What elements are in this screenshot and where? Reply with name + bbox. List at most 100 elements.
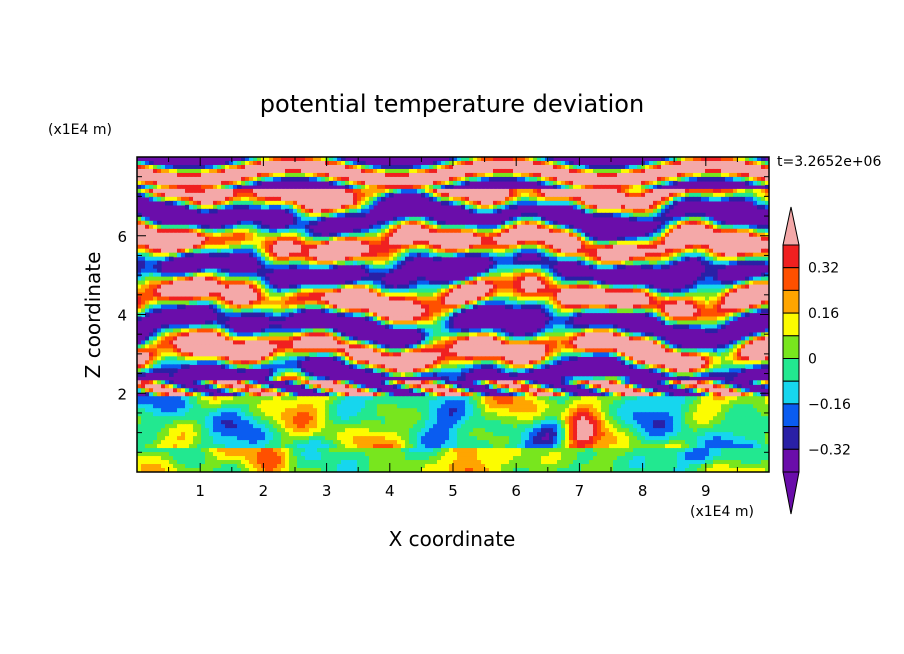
heatmap-cell	[313, 216, 318, 222]
heatmap-cell	[533, 188, 538, 194]
heatmap-cell	[165, 168, 170, 174]
heatmap-cell	[461, 172, 466, 178]
heatmap-cell	[445, 248, 450, 254]
heatmap-cell	[545, 248, 550, 254]
heatmap-cell	[689, 308, 694, 314]
heatmap-cell	[425, 292, 430, 298]
heatmap-cell	[573, 244, 578, 250]
heatmap-cell	[725, 304, 730, 310]
heatmap-cell	[261, 300, 266, 306]
heatmap-cell	[425, 188, 430, 194]
heatmap-cell	[349, 176, 354, 182]
heatmap-cell	[649, 184, 654, 190]
heatmap-cell	[165, 292, 170, 298]
heatmap-cell	[553, 224, 558, 230]
heatmap-cell	[357, 280, 362, 286]
heatmap-cell	[705, 268, 710, 274]
heatmap-cell	[709, 272, 714, 278]
heatmap-cell	[261, 260, 266, 266]
heatmap-cell	[601, 304, 606, 310]
heatmap-cell	[497, 204, 502, 210]
heatmap-cell	[733, 236, 738, 242]
heatmap-cell	[665, 196, 670, 202]
heatmap-cell	[209, 288, 214, 294]
heatmap-cell	[289, 228, 294, 234]
heatmap-cell	[593, 324, 598, 330]
heatmap-cell	[401, 260, 406, 266]
heatmap-cell	[737, 168, 742, 174]
heatmap-cell	[529, 196, 534, 202]
heatmap-cell	[165, 248, 170, 254]
heatmap-cell	[289, 224, 294, 230]
heatmap-cell	[137, 244, 142, 250]
heatmap-cell	[477, 236, 482, 242]
heatmap-cell	[545, 236, 550, 242]
heatmap-cell	[345, 292, 350, 298]
heatmap-cell	[269, 200, 274, 206]
heatmap-cell	[185, 280, 190, 286]
heatmap-cell	[309, 328, 314, 334]
heatmap-cell	[685, 252, 690, 258]
heatmap-cell	[237, 304, 242, 310]
heatmap-cell	[565, 188, 570, 194]
heatmap-cell	[201, 180, 206, 186]
heatmap-cell	[537, 180, 542, 186]
heatmap-cell	[157, 284, 162, 290]
heatmap-cell	[761, 188, 766, 194]
heatmap-cell	[705, 324, 710, 330]
heatmap-cell	[329, 300, 334, 306]
heatmap-cell	[465, 172, 470, 178]
heatmap-cell	[161, 228, 166, 234]
heatmap-cell	[553, 320, 558, 326]
heatmap-cell	[357, 236, 362, 242]
heatmap-cell	[465, 200, 470, 206]
heatmap-cell	[585, 284, 590, 290]
heatmap-cell	[365, 280, 370, 286]
heatmap-cell	[277, 324, 282, 330]
heatmap-cell	[345, 260, 350, 266]
heatmap-cell	[309, 248, 314, 254]
heatmap-cell	[649, 264, 654, 270]
heatmap-cell	[493, 256, 498, 262]
heatmap-cell	[649, 256, 654, 262]
heatmap-cell	[625, 164, 630, 170]
heatmap-cell	[457, 328, 462, 334]
heatmap-cell	[349, 300, 354, 306]
heatmap-cell	[141, 240, 146, 246]
heatmap-cell	[369, 168, 374, 174]
heatmap-cell	[665, 164, 670, 170]
heatmap-cell	[609, 288, 614, 294]
heatmap-cell	[245, 312, 250, 318]
heatmap-cell	[213, 288, 218, 294]
heatmap-cell	[365, 204, 370, 210]
heatmap-cell	[361, 228, 366, 234]
heatmap-cell	[385, 180, 390, 186]
heatmap-cell	[209, 280, 214, 286]
heatmap-cell	[165, 296, 170, 302]
heatmap-cell	[465, 304, 470, 310]
heatmap-cell	[657, 208, 662, 214]
heatmap-cell	[425, 176, 430, 182]
heatmap-cell	[393, 320, 398, 326]
heatmap-cell	[661, 164, 666, 170]
heatmap-cell	[749, 256, 754, 262]
heatmap-cell	[445, 168, 450, 174]
heatmap-cell	[365, 208, 370, 214]
heatmap-cell	[605, 244, 610, 250]
heatmap-cell	[657, 192, 662, 198]
heatmap-cell	[401, 296, 406, 302]
heatmap-cell	[185, 204, 190, 210]
heatmap-cell	[201, 300, 206, 306]
heatmap-cell	[293, 200, 298, 206]
heatmap-cell	[649, 164, 654, 170]
heatmap-cell	[273, 200, 278, 206]
heatmap-cell	[189, 248, 194, 254]
heatmap-cell	[613, 172, 618, 178]
heatmap-cell	[653, 308, 658, 314]
heatmap-cell	[677, 296, 682, 302]
heatmap-cell	[217, 232, 222, 238]
heatmap-cell	[697, 300, 702, 306]
heatmap-cell	[149, 236, 154, 242]
heatmap-cell	[449, 280, 454, 286]
heatmap-cell	[337, 157, 342, 162]
